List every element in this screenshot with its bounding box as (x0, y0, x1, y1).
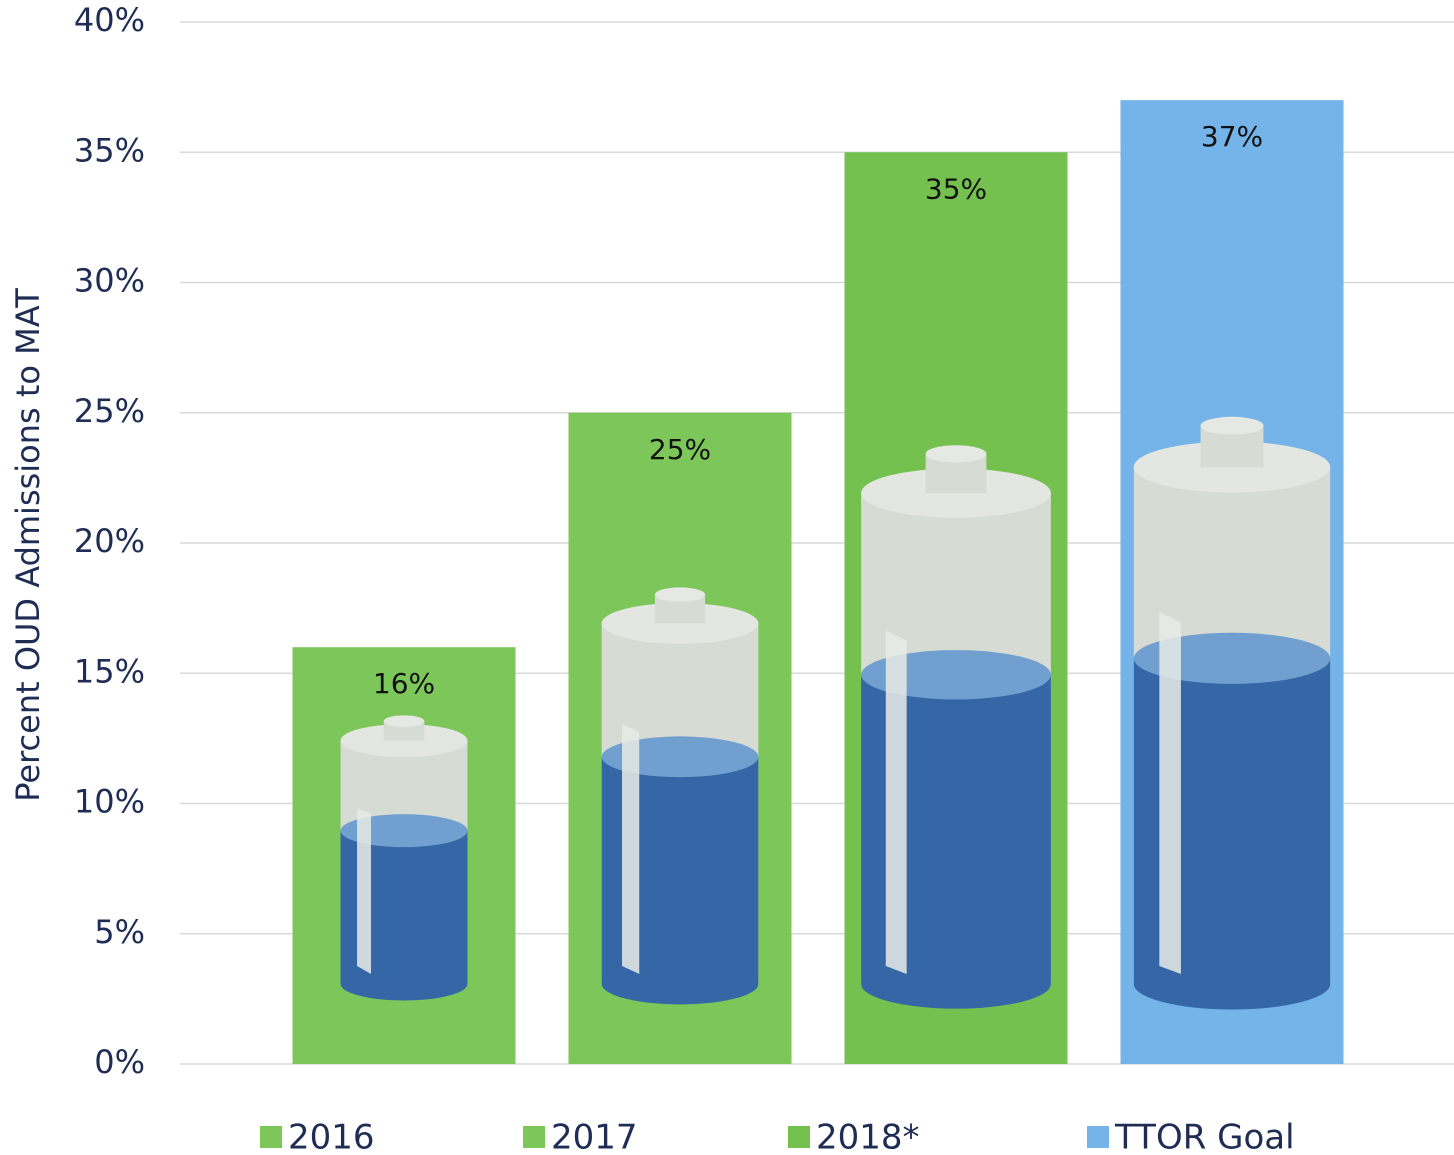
y-tick-label: 10% (74, 783, 145, 821)
y-tick-label: 15% (74, 652, 145, 690)
legend-label: 2016 (288, 1118, 375, 1155)
y-tick-label: 20% (74, 522, 145, 560)
battery-decoration (926, 445, 987, 462)
y-tick-label: 25% (74, 392, 145, 430)
battery-decoration (655, 587, 705, 601)
y-tick-label: 5% (94, 913, 145, 951)
battery-decoration (357, 809, 371, 974)
legend-swatch (260, 1126, 282, 1148)
y-tick-label: 35% (74, 131, 145, 169)
battery-decoration (886, 631, 907, 974)
legend-swatch (523, 1126, 545, 1148)
battery-decoration (384, 715, 425, 727)
data-label: 37% (1201, 120, 1263, 153)
legend-label: 2017 (551, 1118, 638, 1155)
legend-swatch (1087, 1126, 1109, 1148)
data-label: 35% (925, 172, 987, 205)
y-tick-label: 0% (94, 1043, 145, 1081)
y-tick-label: 30% (74, 262, 145, 300)
data-label: 16% (373, 667, 435, 700)
data-label: 25% (649, 433, 711, 466)
legend-swatch (788, 1126, 810, 1148)
chart: Percent OUD Admissions to MAT 0% 5% 10% 15%… (0, 0, 1454, 1155)
y-axis-label: Percent OUD Admissions to MAT (9, 288, 47, 802)
battery-decoration (1159, 612, 1181, 974)
battery-decoration (622, 724, 639, 974)
y-tick-label: 40% (74, 1, 145, 39)
legend-label: TTOR Goal (1114, 1118, 1295, 1155)
battery-decoration (1201, 417, 1264, 435)
legend-label: 2018* (816, 1118, 920, 1155)
